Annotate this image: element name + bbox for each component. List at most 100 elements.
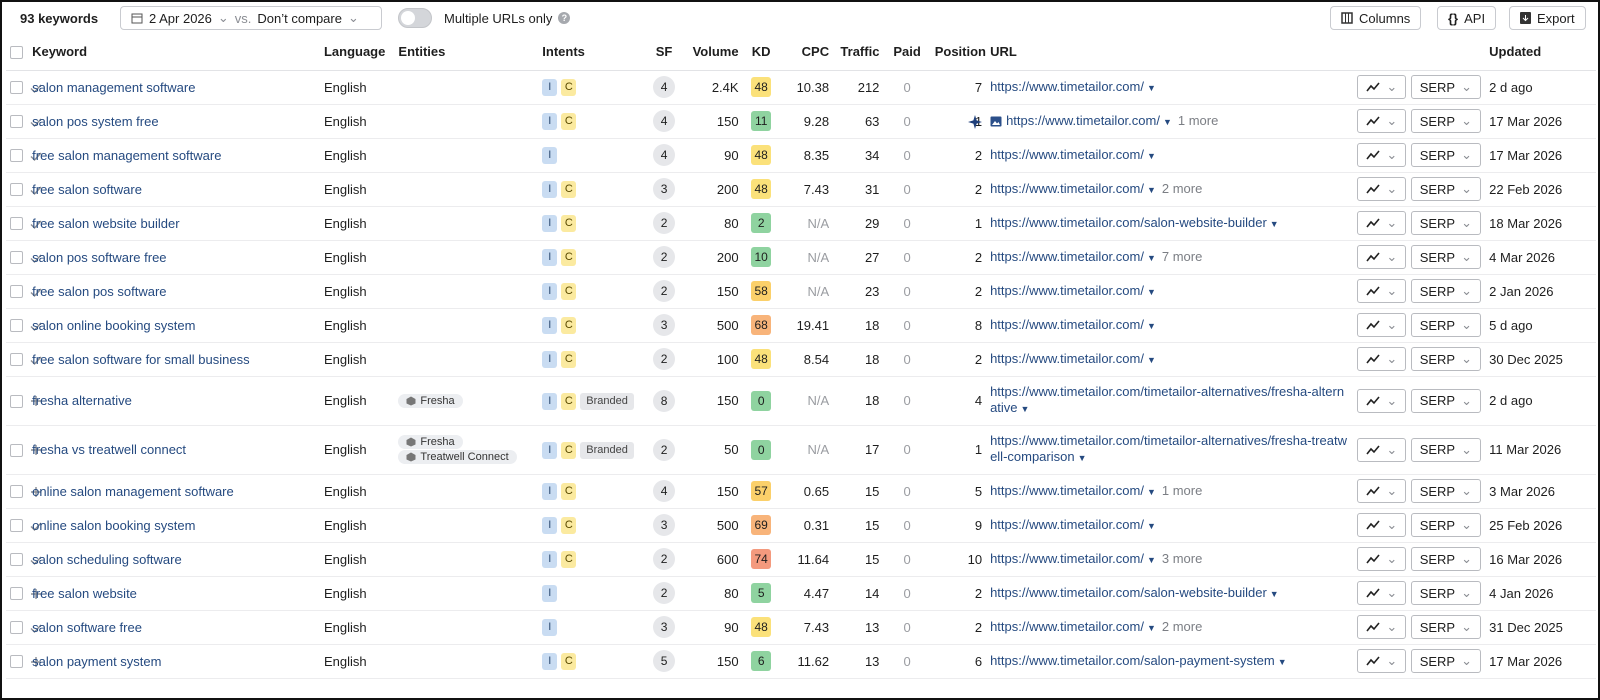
url-link[interactable]: https://www.timetailor.com/ xyxy=(990,482,1144,498)
url-caret[interactable]: ▼ xyxy=(1146,622,1156,633)
keyword-link[interactable]: fresha vs treatwell connect xyxy=(32,442,187,457)
trend-button[interactable]: ⌄ xyxy=(1357,143,1407,167)
checkbox[interactable] xyxy=(10,46,23,60)
keyword-link[interactable]: salon pos software free xyxy=(32,249,167,265)
checkbox[interactable] xyxy=(10,655,23,669)
serp-button[interactable]: SERP ⌄ xyxy=(1410,581,1481,605)
url-caret[interactable]: ▼ xyxy=(1269,588,1279,599)
trend-button[interactable]: ⌄ xyxy=(1357,649,1407,673)
trend-button[interactable]: ⌄ xyxy=(1357,109,1407,133)
keyword-link[interactable]: free salon website xyxy=(32,585,137,601)
url-link[interactable]: https://www.timetailor.com/timetailor-al… xyxy=(990,433,1347,464)
more-urls[interactable]: 2 more xyxy=(1161,618,1203,634)
trend-button[interactable]: ⌄ xyxy=(1357,437,1407,462)
serp-button[interactable]: SERP ⌄ xyxy=(1410,313,1481,337)
trend-button[interactable]: ⌄ xyxy=(1357,75,1407,99)
keyword-link[interactable]: salon software free xyxy=(32,619,142,635)
url-link[interactable]: https://www.timetailor.com/ xyxy=(990,618,1144,634)
url-caret[interactable]: ▼ xyxy=(1146,82,1156,93)
serp-button[interactable]: SERP ⌄ xyxy=(1410,211,1481,235)
url-caret[interactable]: ▼ xyxy=(1077,453,1087,463)
trend-button[interactable]: ⌄ xyxy=(1357,388,1407,413)
url-link[interactable]: https://www.timetailor.com/ xyxy=(990,550,1144,566)
keyword-link[interactable]: free salon software for small business xyxy=(32,351,250,367)
trend-button[interactable]: ⌄ xyxy=(1357,615,1407,639)
url-link[interactable]: https://www.timetailor.com/ xyxy=(1006,112,1160,128)
serp-button[interactable]: SERP ⌄ xyxy=(1410,615,1481,639)
more-urls[interactable]: 1 more xyxy=(1161,482,1203,498)
url-link[interactable]: https://www.timetailor.com/ xyxy=(990,316,1144,332)
keyword-link[interactable]: free salon pos software xyxy=(32,283,167,299)
url-caret[interactable]: ▼ xyxy=(1146,486,1156,497)
checkbox[interactable] xyxy=(10,485,23,499)
keyword-link[interactable]: salon management software xyxy=(32,79,196,95)
trend-button[interactable]: ⌄ xyxy=(1357,245,1407,269)
date-picker[interactable]: 2 Apr 2026 ⌄ vs. Don’t compare ⌄ xyxy=(120,6,382,30)
checkbox[interactable] xyxy=(10,251,23,265)
serp-button[interactable]: SERP ⌄ xyxy=(1410,479,1481,503)
url-caret[interactable]: ▼ xyxy=(1162,116,1172,127)
trend-button[interactable]: ⌄ xyxy=(1357,279,1407,303)
url-link[interactable]: https://www.timetailor.com/salon-website… xyxy=(990,214,1267,230)
url-link[interactable]: https://www.timetailor.com/salon-payment… xyxy=(990,652,1275,668)
checkbox[interactable] xyxy=(10,115,23,129)
serp-button[interactable]: SERP ⌄ xyxy=(1410,547,1481,571)
serp-button[interactable]: SERP ⌄ xyxy=(1410,75,1481,99)
url-caret[interactable]: ▼ xyxy=(1146,184,1156,195)
columns-button[interactable]: Columns xyxy=(1330,6,1422,30)
serp-button[interactable]: SERP ⌄ xyxy=(1410,388,1481,413)
keyword-link[interactable]: online salon management software xyxy=(32,483,234,499)
checkbox[interactable] xyxy=(10,587,23,601)
url-caret[interactable]: ▼ xyxy=(1146,320,1156,331)
serp-button[interactable]: SERP ⌄ xyxy=(1410,649,1481,673)
url-link[interactable]: https://www.timetailor.com/ xyxy=(990,282,1144,298)
checkbox[interactable] xyxy=(10,217,23,231)
url-link[interactable]: https://www.timetailor.com/timetailor-al… xyxy=(990,384,1345,415)
trend-button[interactable]: ⌄ xyxy=(1357,547,1407,571)
serp-button[interactable]: SERP ⌄ xyxy=(1410,437,1481,462)
trend-button[interactable]: ⌄ xyxy=(1357,581,1407,605)
serp-button[interactable]: SERP ⌄ xyxy=(1410,279,1481,303)
checkbox[interactable] xyxy=(10,183,23,197)
checkbox[interactable] xyxy=(10,621,23,635)
url-link[interactable]: https://www.timetailor.com/salon-website… xyxy=(990,584,1267,600)
url-caret[interactable]: ▼ xyxy=(1146,554,1156,565)
serp-button[interactable]: SERP ⌄ xyxy=(1410,245,1481,269)
checkbox[interactable] xyxy=(10,149,23,163)
trend-button[interactable]: ⌄ xyxy=(1357,479,1407,503)
url-link[interactable]: https://www.timetailor.com/ xyxy=(990,516,1144,532)
url-caret[interactable]: ▼ xyxy=(1146,354,1156,365)
trend-button[interactable]: ⌄ xyxy=(1357,347,1407,371)
url-caret[interactable]: ▼ xyxy=(1146,150,1156,161)
checkbox[interactable] xyxy=(10,519,23,533)
checkbox[interactable] xyxy=(10,285,23,299)
toggle[interactable] xyxy=(398,8,432,28)
keyword-link[interactable]: free salon management software xyxy=(32,147,222,163)
trend-button[interactable]: ⌄ xyxy=(1357,513,1407,537)
checkbox[interactable] xyxy=(10,81,23,95)
trend-button[interactable]: ⌄ xyxy=(1357,177,1407,201)
api-button[interactable]: {} API xyxy=(1437,6,1497,30)
url-caret[interactable]: ▼ xyxy=(1146,286,1156,297)
more-urls[interactable]: 1 more xyxy=(1177,112,1219,128)
keyword-link[interactable]: salon pos system free xyxy=(32,113,159,129)
serp-button[interactable]: SERP ⌄ xyxy=(1410,109,1481,133)
serp-button[interactable]: SERP ⌄ xyxy=(1410,143,1481,167)
keyword-link[interactable]: free salon website builder xyxy=(32,215,180,231)
serp-button[interactable]: SERP ⌄ xyxy=(1410,347,1481,371)
checkbox[interactable] xyxy=(10,443,23,457)
url-caret[interactable]: ▼ xyxy=(1020,404,1030,414)
url-link[interactable]: https://www.timetailor.com/ xyxy=(990,146,1144,162)
serp-button[interactable]: SERP ⌄ xyxy=(1410,513,1481,537)
keyword-link[interactable]: free salon software xyxy=(32,181,142,197)
keyword-link[interactable]: salon payment system xyxy=(32,653,162,669)
more-urls[interactable]: 7 more xyxy=(1161,248,1203,264)
url-link[interactable]: https://www.timetailor.com/ xyxy=(990,78,1144,94)
export-button[interactable]: Export xyxy=(1509,6,1586,30)
checkbox[interactable] xyxy=(10,319,23,333)
url-link[interactable]: https://www.timetailor.com/ xyxy=(990,350,1144,366)
url-caret[interactable]: ▼ xyxy=(1146,252,1156,263)
more-urls[interactable]: 2 more xyxy=(1161,180,1203,196)
url-link[interactable]: https://www.timetailor.com/ xyxy=(990,180,1144,196)
url-caret[interactable]: ▼ xyxy=(1146,520,1156,531)
